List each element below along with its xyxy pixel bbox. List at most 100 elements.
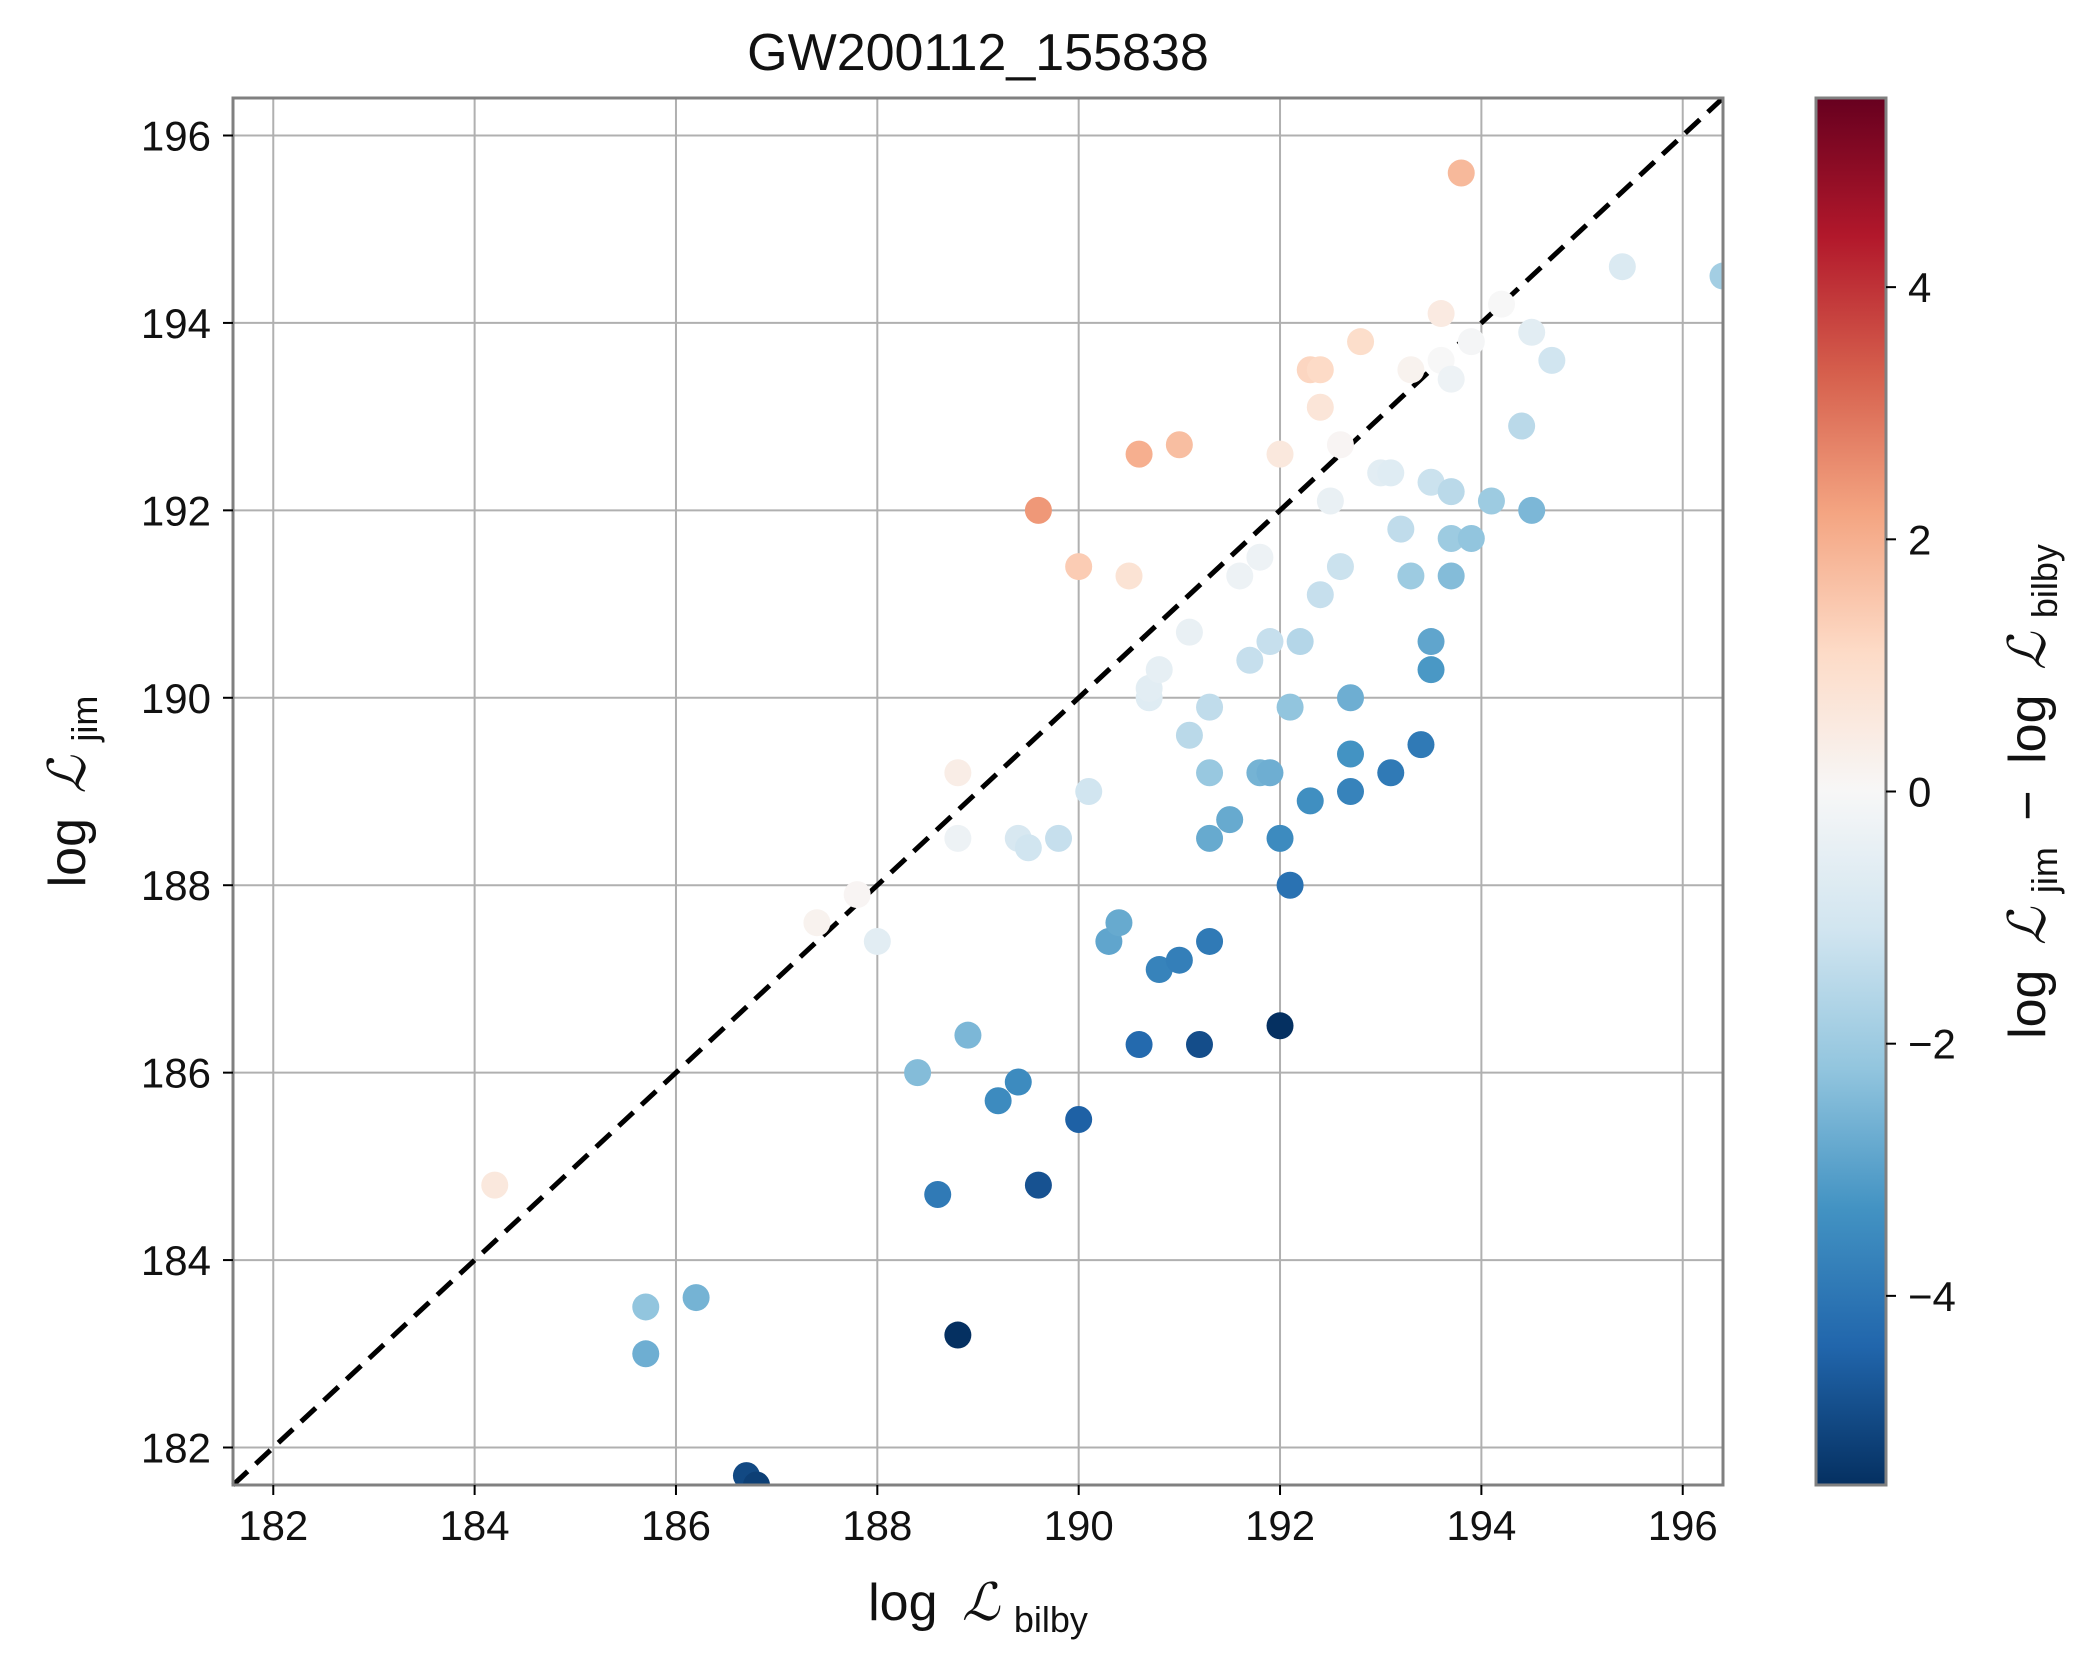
data-point — [1377, 459, 1405, 487]
colorbar-title-b-symbol: ℒ — [1998, 631, 2058, 670]
x-tick-label: 186 — [641, 1502, 711, 1549]
data-point — [1065, 1106, 1093, 1134]
x-axis-title-prefix: log — [868, 1574, 937, 1632]
y-axis-title: log ℒ jim — [38, 696, 105, 888]
y-tick-label: 192 — [141, 487, 211, 534]
data-point — [1276, 693, 1304, 721]
data-point — [1477, 487, 1505, 515]
data-point — [1075, 778, 1103, 805]
data-point — [1397, 356, 1425, 384]
y-tick-label: 184 — [141, 1237, 211, 1284]
colorbar-ticks: −4 −2 0 2 4 — [1886, 264, 1956, 1320]
data-point — [1457, 328, 1485, 356]
data-point — [843, 881, 871, 909]
data-point — [944, 1321, 972, 1349]
data-point — [1397, 562, 1425, 590]
data-point — [1508, 412, 1536, 440]
data-point — [924, 1180, 952, 1208]
colorbar-title-a-prefix: log — [1999, 970, 2057, 1039]
data-point — [1196, 824, 1224, 852]
data-point — [1337, 778, 1364, 805]
data-point — [1145, 656, 1173, 684]
data-point — [1337, 684, 1364, 712]
data-point — [1266, 1012, 1294, 1040]
data-point — [1316, 487, 1344, 515]
data-point — [1196, 759, 1224, 787]
data-point — [954, 1021, 982, 1049]
data-point — [1045, 824, 1073, 852]
x-tick-label: 184 — [440, 1502, 510, 1549]
data-point — [1125, 440, 1153, 468]
colorbar-title-a-symbol: ℒ — [1998, 906, 2058, 945]
data-point — [1004, 1068, 1032, 1096]
data-point — [1518, 496, 1546, 524]
y-axis-ticks: 182 184 186 188 190 192 194 196 — [141, 112, 233, 1472]
data-point — [682, 1284, 710, 1312]
data-point — [1165, 946, 1193, 974]
data-point — [632, 1340, 660, 1368]
data-point — [1437, 365, 1465, 393]
data-point — [944, 759, 972, 787]
data-point — [1024, 496, 1052, 524]
data-point — [1175, 721, 1203, 749]
data-point — [1306, 581, 1334, 609]
data-point — [1266, 440, 1294, 468]
data-point — [1165, 431, 1193, 459]
data-point — [1447, 159, 1475, 187]
y-tick-label: 186 — [141, 1050, 211, 1097]
data-point — [1175, 618, 1203, 646]
data-point — [1417, 656, 1445, 684]
data-point — [1246, 543, 1274, 571]
data-point — [1266, 824, 1294, 852]
data-point — [1286, 628, 1314, 656]
colorbar-tick-label: −4 — [1908, 1273, 1956, 1320]
colorbar-title-b-sub: bilby — [2024, 544, 2065, 618]
data-point — [1256, 759, 1284, 787]
data-point — [1337, 740, 1364, 768]
data-point — [944, 824, 972, 852]
data-point — [1014, 834, 1042, 862]
x-tick-label: 196 — [1648, 1502, 1718, 1549]
data-point — [1125, 1031, 1153, 1059]
data-point — [1437, 524, 1465, 552]
data-point — [1024, 1171, 1052, 1199]
y-tick-label: 190 — [141, 675, 211, 722]
x-tick-label: 182 — [238, 1502, 308, 1549]
y-tick-label: 188 — [141, 862, 211, 909]
x-tick-label: 188 — [842, 1502, 912, 1549]
y-axis-title-sub: jim — [64, 696, 105, 743]
data-point — [1115, 562, 1143, 590]
data-point — [1296, 787, 1324, 815]
data-point — [743, 1471, 771, 1485]
data-point — [1326, 431, 1354, 459]
y-axis-title-symbol: ℒ — [38, 755, 98, 794]
colorbar-tick-label: −2 — [1908, 1021, 1956, 1068]
colorbar-title-a-sub: jim — [2024, 847, 2065, 894]
data-point — [1306, 356, 1334, 384]
data-point — [632, 1293, 660, 1321]
y-tick-label: 194 — [141, 300, 211, 347]
data-point — [1276, 871, 1304, 899]
y-tick-label: 182 — [141, 1425, 211, 1472]
x-axis-ticks: 182 184 186 188 190 192 194 196 — [238, 1485, 1718, 1549]
data-point — [1538, 346, 1566, 374]
colorbar-title-b-prefix: log — [1999, 694, 2057, 763]
x-tick-label: 190 — [1044, 1502, 1114, 1549]
data-point — [1488, 290, 1516, 318]
data-point — [1216, 806, 1244, 834]
data-point — [481, 1171, 509, 1199]
x-tick-label: 192 — [1245, 1502, 1315, 1549]
data-point — [1196, 927, 1224, 955]
data-point — [1377, 759, 1405, 787]
data-point — [1417, 468, 1445, 496]
x-axis-title-symbol: ℒ — [962, 1573, 1001, 1633]
colorbar-tick-label: 0 — [1908, 769, 1931, 816]
data-point — [1457, 524, 1485, 552]
x-axis-title-sub: bilby — [1014, 1599, 1088, 1640]
y-tick-label: 196 — [141, 112, 211, 159]
chart-title: GW200112_155838 — [747, 24, 1209, 82]
colorbar-tick-label: 4 — [1908, 264, 1931, 311]
data-point — [1608, 253, 1636, 281]
data-point — [803, 909, 831, 937]
